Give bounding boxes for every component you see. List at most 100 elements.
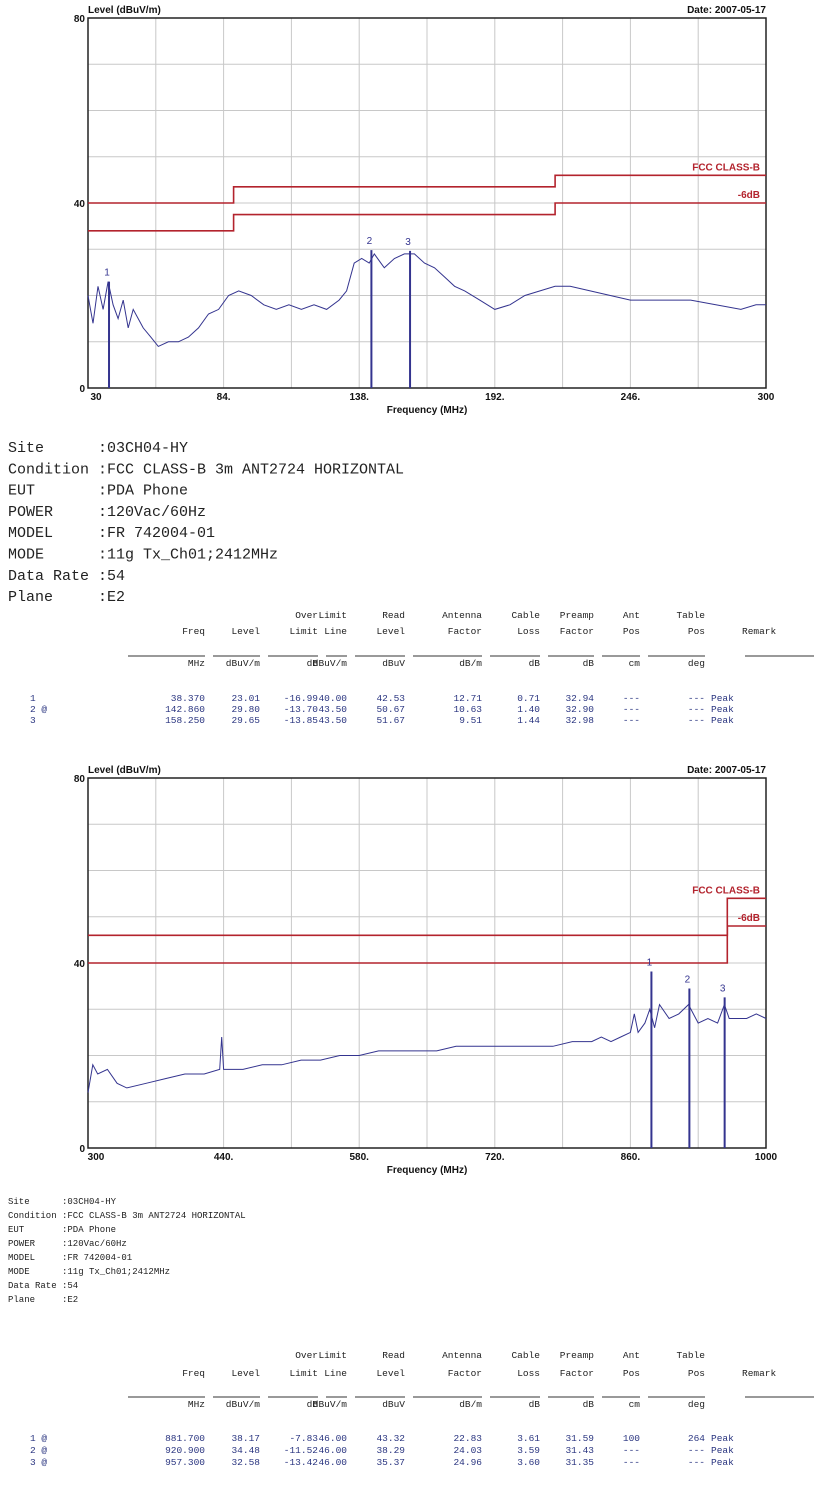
table-header: Factor [448, 626, 482, 637]
info-value: :E2 [98, 589, 125, 606]
table-header: Limit [318, 1350, 347, 1361]
peak-marker-label: 3 [405, 237, 411, 248]
table-header: Remark [742, 626, 777, 637]
info-value: :FR 742004-01 [62, 1253, 132, 1263]
table-cell: 43.32 [376, 1433, 405, 1444]
info-label: EUT [8, 1225, 25, 1235]
table-header: Factor [560, 1368, 594, 1379]
limit-label: FCC CLASS-B [692, 162, 760, 173]
table-header: Remark [742, 1368, 777, 1379]
table-cell: 29.65 [231, 715, 260, 726]
table-cell: 40.00 [318, 693, 347, 704]
y-tick-label: 0 [79, 1144, 85, 1155]
table-cell: -7.83 [289, 1433, 318, 1444]
table-cell: 881.700 [165, 1433, 205, 1444]
table-header: Limit [289, 1368, 318, 1379]
peak-marker-label: 2 [367, 236, 373, 247]
info-value: :03CH04-HY [98, 440, 188, 457]
table-header: Cable [511, 1350, 540, 1361]
table-cell: 32.98 [565, 715, 594, 726]
table-cell: 23.01 [231, 693, 260, 704]
table-unit: dB [583, 1399, 595, 1410]
table-header: Freq [182, 1368, 205, 1379]
table-header: Pos [623, 626, 640, 637]
table-unit: MHz [188, 658, 205, 669]
x-axis-label: Frequency (MHz) [387, 1165, 468, 1176]
table-header: Factor [560, 626, 594, 637]
table-cell: --- [688, 715, 705, 726]
info-label: MODEL [8, 525, 53, 542]
table-cell: 957.300 [165, 1457, 205, 1468]
info-label: Condition [8, 461, 89, 478]
table-cell: 1 @ [30, 1433, 47, 1444]
x-axis-label: Frequency (MHz) [387, 405, 468, 416]
table-unit: cm [629, 658, 641, 669]
table-cell: 920.900 [165, 1445, 205, 1456]
table-cell: 3 [30, 715, 36, 726]
table-cell: 43.50 [318, 715, 347, 726]
table-header: Read [382, 1350, 405, 1361]
table-cell: --- [623, 693, 640, 704]
limit-label: FCC CLASS-B [692, 885, 760, 896]
table-cell: 29.80 [231, 704, 260, 715]
info-label: Plane [8, 589, 53, 606]
table-cell: --- [623, 715, 640, 726]
table-header: Level [376, 626, 405, 637]
x-tick-label: 860. [621, 1152, 641, 1163]
table-cell: 32.58 [231, 1457, 260, 1468]
limit-label: -6dB [738, 913, 760, 924]
y-tick-label: 40 [74, 199, 86, 210]
table-header: Antenna [442, 610, 482, 621]
x-tick-label: 84. [217, 392, 231, 403]
table-cell: --- [688, 693, 705, 704]
table-header: Cable [511, 610, 540, 621]
info-label: Condition [8, 1211, 57, 1221]
x-tick-label: 1000 [755, 1152, 778, 1163]
peak-marker-label: 2 [685, 975, 691, 986]
table-cell: --- [688, 1457, 705, 1468]
table-header: Loss [517, 626, 540, 637]
table-cell: Peak [711, 1433, 734, 1444]
table-header: Preamp [560, 610, 595, 621]
table-unit: deg [688, 658, 705, 669]
table-unit: dB [307, 658, 319, 669]
table-cell: 34.48 [231, 1445, 260, 1456]
y-tick-label: 80 [74, 774, 86, 785]
table-header: Line [324, 1368, 347, 1379]
table-cell: --- [623, 704, 640, 715]
table-header: Pos [688, 626, 705, 637]
info-value: :PDA Phone [62, 1225, 116, 1235]
table-cell: 0.71 [517, 693, 540, 704]
table-header: Ant [623, 610, 640, 621]
table-cell: 22.83 [453, 1433, 482, 1444]
table-header: Ant [623, 1350, 640, 1361]
x-tick-label: 246. [621, 392, 641, 403]
table-cell: 31.35 [565, 1457, 594, 1468]
table-cell: --- [623, 1457, 640, 1468]
x-tick-label: 440. [214, 1152, 234, 1163]
table-cell: 9.51 [459, 715, 482, 726]
table-cell: -13.85 [284, 715, 319, 726]
table-cell: -11.52 [284, 1445, 319, 1456]
info-label: Data Rate [8, 1281, 57, 1291]
table-cell: 264 [688, 1433, 705, 1444]
table-header: Limit [318, 610, 347, 621]
table-unit: dB [307, 1399, 319, 1410]
table-cell: 10.63 [453, 704, 482, 715]
table-header: Level [231, 626, 260, 637]
y-tick-label: 80 [74, 14, 86, 25]
table-header: Antenna [442, 1350, 482, 1361]
table-cell: Peak [711, 715, 734, 726]
table-cell: 31.59 [565, 1433, 594, 1444]
chart-title: Level (dBuV/m) [88, 5, 161, 16]
table-cell: 24.96 [453, 1457, 482, 1468]
table-cell: 38.29 [376, 1445, 405, 1456]
info-label: POWER [8, 504, 53, 521]
table-cell: --- [623, 1445, 640, 1456]
info-value: :11g Tx_Ch01;2412MHz [98, 547, 278, 564]
x-tick-label: 580. [349, 1152, 369, 1163]
table-header: Pos [688, 1368, 705, 1379]
info-label: MODE [8, 547, 44, 564]
limit-line [88, 202, 766, 232]
